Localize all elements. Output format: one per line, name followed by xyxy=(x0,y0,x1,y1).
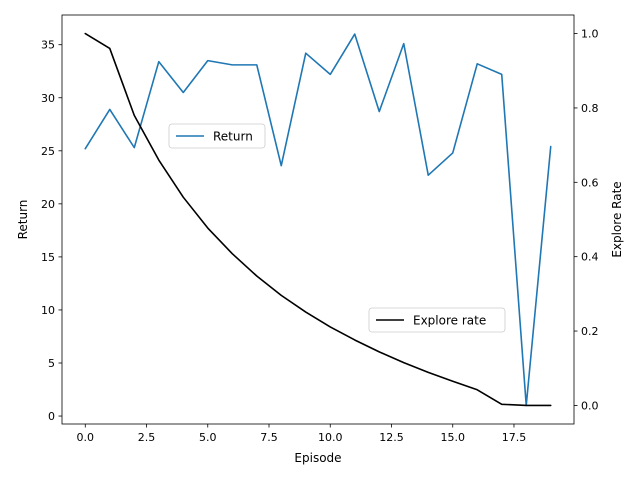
left-y-tick-label: 25 xyxy=(41,145,55,158)
right-y-tick-label: 0.6 xyxy=(581,176,599,189)
left-y-tick-label: 5 xyxy=(48,357,55,370)
plot-frame xyxy=(61,14,575,425)
right-y-axis-label: Explore Rate xyxy=(610,181,624,257)
x-tick-label: 2.5 xyxy=(138,431,156,444)
x-axis: 0.0 2.5 5.0 7.5 10.0 12.5 15.0 17.5 xyxy=(77,424,527,444)
x-tick-label: 5.0 xyxy=(199,431,217,444)
left-y-tick-label: 15 xyxy=(41,251,55,264)
legend-explore-rate-label: Explore rate xyxy=(413,314,486,328)
left-y-tick-label: 0 xyxy=(48,410,55,423)
left-y-tick-label: 10 xyxy=(41,304,55,317)
x-axis-label: Episode xyxy=(294,451,341,465)
left-y-axis-label: Return xyxy=(16,200,30,240)
left-y-tick-label: 35 xyxy=(41,39,55,52)
left-y-tick-label: 20 xyxy=(41,198,55,211)
return-line xyxy=(84,33,552,407)
right-y-tick-label: 0.4 xyxy=(581,251,599,264)
right-y-tick-label: 0.2 xyxy=(581,325,599,338)
x-tick-label: 7.5 xyxy=(260,431,278,444)
series-layer xyxy=(84,32,552,407)
x-tick-label: 10.0 xyxy=(318,431,343,444)
right-y-axis: 0.0 0.2 0.4 0.6 0.8 1.0 xyxy=(574,28,599,412)
legend-explore-rate-frame xyxy=(368,307,506,333)
right-y-tick-label: 1.0 xyxy=(581,28,599,41)
explore-rate-line xyxy=(84,32,552,407)
right-y-tick-label: 0.8 xyxy=(581,102,599,115)
legend-explore-rate: Explore rate xyxy=(368,307,506,333)
x-tick-label: 12.5 xyxy=(379,431,404,444)
left-y-tick-label: 30 xyxy=(41,92,55,105)
legend-return-frame xyxy=(168,123,266,149)
x-tick-label: 17.5 xyxy=(502,431,527,444)
right-y-tick-label: 0.0 xyxy=(581,399,599,412)
legend-return: Return xyxy=(168,123,266,149)
x-tick-label: 0.0 xyxy=(77,431,95,444)
left-y-axis: 0 5 10 15 20 25 30 35 xyxy=(41,39,62,423)
x-tick-label: 15.0 xyxy=(440,431,465,444)
legend-return-label: Return xyxy=(213,130,253,144)
